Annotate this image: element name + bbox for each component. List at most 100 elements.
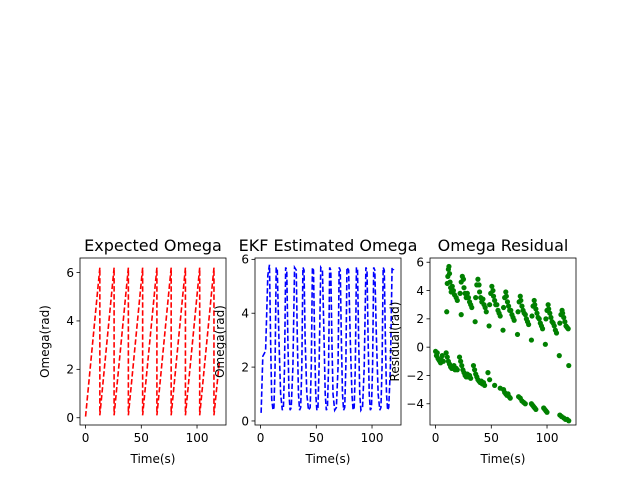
data-point [476, 282, 482, 288]
data-point [464, 290, 470, 296]
data-point [472, 319, 478, 325]
data-point [560, 310, 566, 316]
data-point [450, 287, 456, 294]
chart-title: Omega Residual [438, 236, 569, 255]
data-point [473, 295, 479, 301]
data-point [503, 293, 509, 299]
data-point [544, 409, 550, 415]
data-point [518, 297, 524, 304]
data-point [494, 302, 500, 308]
data-point [482, 382, 488, 388]
y-tick-label: 4 [66, 314, 74, 328]
data-point [533, 406, 539, 413]
series-line [84, 267, 221, 417]
data-point [446, 263, 452, 270]
data-point [485, 370, 491, 376]
y-tick-label: 4 [416, 284, 424, 298]
data-point [490, 287, 496, 294]
data-point [553, 330, 560, 336]
data-point [470, 362, 477, 369]
data-point [551, 323, 557, 329]
data-point [508, 307, 514, 313]
data-point [492, 382, 498, 388]
data-point [548, 314, 554, 321]
data-point [505, 303, 512, 309]
y-tick-label: 0 [416, 340, 424, 354]
data-point [475, 276, 481, 282]
data-point [490, 293, 497, 299]
data-point [447, 279, 453, 285]
data-point [515, 309, 521, 315]
data-point [545, 302, 551, 308]
data-point [503, 289, 509, 295]
data-point [480, 296, 486, 302]
data-point [477, 289, 483, 295]
data-point [444, 309, 450, 315]
data-point [531, 297, 537, 304]
data-point [504, 299, 511, 305]
data-point [486, 323, 492, 329]
x-axis-label: Time(s) [130, 452, 176, 466]
data-point [534, 310, 540, 316]
y-tick-label: 6 [416, 256, 424, 270]
data-point [483, 309, 489, 315]
y-tick-label: 2 [66, 363, 74, 377]
data-point [539, 326, 546, 332]
series-line [260, 264, 395, 413]
data-point [522, 312, 528, 318]
data-point [517, 293, 523, 299]
data-point [543, 316, 549, 322]
data-point [465, 295, 472, 301]
axes-frame [254, 257, 402, 426]
chart-expected-omega: 0 50 100 0 2 4 6 Expected Omega Time(s) Omega(rad… [38, 236, 227, 466]
data-point [443, 350, 449, 356]
data-point [468, 375, 474, 381]
y-tick-label: −4 [406, 397, 424, 411]
x-tick-label: 0 [257, 431, 265, 445]
axes-frame [429, 257, 577, 426]
data-point [566, 362, 572, 369]
chart-title: Expected Omega [84, 236, 222, 255]
data-point [461, 285, 467, 291]
data-point [562, 319, 568, 325]
x-axis-label: Time(s) [480, 452, 526, 466]
y-tick-label: 6 [66, 266, 74, 280]
data-point [546, 306, 552, 312]
y-tick-label: 6 [241, 253, 249, 267]
data-point [557, 320, 563, 326]
data-point [444, 354, 450, 360]
data-point [446, 270, 453, 277]
data-point [511, 317, 517, 323]
data-point [482, 304, 488, 311]
x-tick-label: 50 [134, 431, 149, 445]
data-point [459, 362, 465, 369]
data-point [469, 304, 475, 311]
x-tick-label: 50 [484, 431, 499, 445]
x-tick-label: 100 [361, 431, 384, 445]
data-point [542, 341, 548, 347]
y-axis-label: Omega(rad) [213, 305, 227, 378]
data-point [528, 337, 535, 343]
data-point [565, 326, 571, 332]
data-point [500, 327, 506, 333]
x-tick-label: 0 [82, 431, 90, 445]
x-tick-label: 0 [432, 431, 440, 445]
data-point [489, 283, 495, 289]
data-point [533, 306, 539, 312]
y-tick-label: 4 [241, 307, 249, 321]
data-point [487, 377, 493, 383]
y-tick-label: 0 [241, 414, 249, 428]
data-point [440, 358, 446, 364]
y-axis-label: Residual(rad) [388, 302, 402, 382]
data-point [457, 290, 463, 296]
chart-title: EKF Estimated Omega [239, 236, 418, 255]
data-point [471, 367, 478, 373]
data-point [449, 283, 455, 289]
data-point [497, 313, 503, 319]
x-tick-label: 100 [536, 431, 559, 445]
x-tick-label: 50 [309, 431, 324, 445]
y-tick-label: 2 [416, 312, 424, 326]
